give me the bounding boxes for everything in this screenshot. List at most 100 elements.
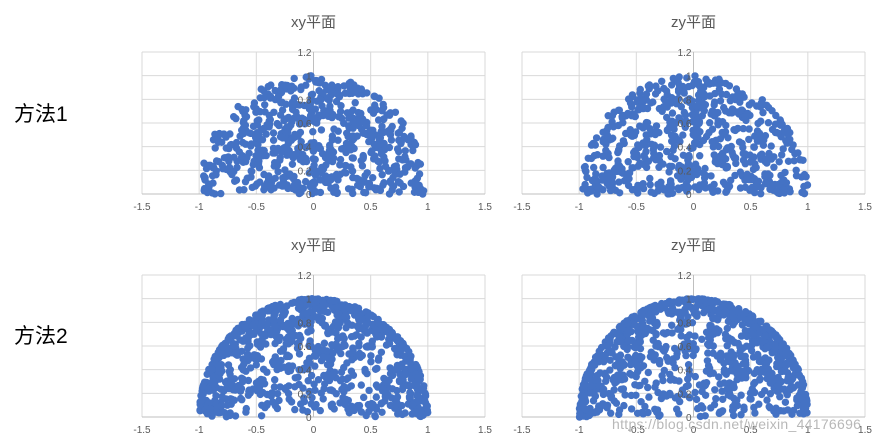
scatter-point xyxy=(644,82,652,90)
scatter-point xyxy=(800,189,809,198)
scatter-point xyxy=(607,409,615,417)
scatter-point xyxy=(747,395,755,403)
scatter-point xyxy=(413,174,422,182)
scatter-point xyxy=(743,175,751,184)
scatter-point xyxy=(744,109,752,118)
scatter-point xyxy=(749,165,758,174)
scatter-point xyxy=(241,324,250,332)
scatter-point xyxy=(701,164,709,173)
scatter-point xyxy=(756,368,764,377)
scatter-point xyxy=(255,164,264,172)
scatter-point xyxy=(685,370,694,379)
scatter-point xyxy=(373,184,381,193)
scatter-point xyxy=(294,178,302,187)
scatter-point xyxy=(774,189,782,197)
scatter-point xyxy=(599,186,607,194)
scatter-point xyxy=(671,394,680,402)
scatter-point xyxy=(727,142,735,151)
scatter-point xyxy=(591,141,599,149)
scatter-point xyxy=(232,176,241,184)
scatter-point xyxy=(610,166,618,174)
scatter-point xyxy=(630,312,639,320)
scatter-point xyxy=(341,400,349,409)
scatter-point xyxy=(684,338,692,347)
scatter-point xyxy=(232,114,240,123)
scatter-point xyxy=(755,400,763,408)
scatter-point xyxy=(608,118,616,126)
scatter-point xyxy=(710,151,718,159)
scatter-point xyxy=(271,86,279,95)
scatter-point xyxy=(337,368,346,376)
x-tick-label: -0.5 xyxy=(248,425,266,436)
scatter-point xyxy=(333,311,341,319)
scatter-point xyxy=(270,383,279,391)
scatter-point xyxy=(771,128,780,137)
scatter-point xyxy=(218,392,226,401)
scatter-point xyxy=(257,85,265,93)
y-tick-label: 1.2 xyxy=(298,271,312,282)
scatter-point xyxy=(766,390,775,398)
scatter-point xyxy=(708,125,717,133)
scatter-point xyxy=(378,408,386,416)
scatter-point xyxy=(734,339,742,348)
scatter-point xyxy=(312,305,320,313)
scatter-point xyxy=(285,352,293,361)
scatter-point xyxy=(345,79,353,88)
scatter-point xyxy=(691,388,699,397)
scatter-point xyxy=(271,376,279,384)
scatter-point xyxy=(271,145,279,153)
scatter-point xyxy=(581,180,589,189)
watermark-url: https://blog.csdn.net/weixin_44176696 xyxy=(612,416,862,432)
scatter-point xyxy=(258,136,267,144)
scatter-point xyxy=(357,85,366,93)
scatter-point xyxy=(308,394,316,402)
scatter-point xyxy=(295,380,303,389)
scatter-point xyxy=(348,356,356,364)
scatter-point xyxy=(692,102,701,111)
scatter-point xyxy=(374,356,383,364)
scatter-point xyxy=(741,150,749,158)
scatter-point xyxy=(677,175,685,183)
scatter-point xyxy=(241,111,249,119)
scatter-point xyxy=(690,131,699,140)
scatter-point xyxy=(223,401,231,409)
scatter-point xyxy=(282,100,290,108)
scatter-point xyxy=(660,95,668,103)
scatter-point xyxy=(668,81,676,89)
scatter-point xyxy=(250,351,258,359)
scatter-point xyxy=(639,410,647,418)
scatter-point xyxy=(695,297,703,306)
scatter-point xyxy=(688,81,696,90)
scatter-point xyxy=(204,385,212,393)
scatter-point xyxy=(629,164,637,172)
scatter-point xyxy=(780,127,788,135)
scatter-point xyxy=(231,412,240,420)
scatter-point xyxy=(775,335,783,343)
scatter-point xyxy=(688,295,696,304)
x-tick-label: 0.5 xyxy=(364,425,378,436)
scatter-point xyxy=(348,167,357,175)
scatter-point xyxy=(211,378,219,386)
scatter-point xyxy=(275,121,283,130)
scatter-point xyxy=(396,170,404,178)
scatter-point xyxy=(332,170,341,179)
y-tick-label: 1.2 xyxy=(678,48,692,59)
scatter-point xyxy=(217,385,225,393)
scatter-point xyxy=(726,337,734,345)
scatter-point xyxy=(606,366,614,374)
x-tick-label: -1.5 xyxy=(133,202,151,213)
scatter-point xyxy=(706,119,714,127)
scatter-point xyxy=(409,146,417,155)
scatter-point xyxy=(393,145,402,153)
scatter-point xyxy=(581,166,589,174)
scatter-point xyxy=(692,395,701,404)
scatter-point xyxy=(230,341,238,350)
scatter-point xyxy=(661,300,670,308)
scatter-point xyxy=(621,391,629,399)
scatter-point xyxy=(415,181,423,189)
scatter-point xyxy=(676,137,684,146)
x-tick-label: 1.5 xyxy=(858,202,872,213)
scatter-point xyxy=(297,400,305,408)
scatter-point xyxy=(720,368,728,376)
scatter-point xyxy=(704,349,712,357)
